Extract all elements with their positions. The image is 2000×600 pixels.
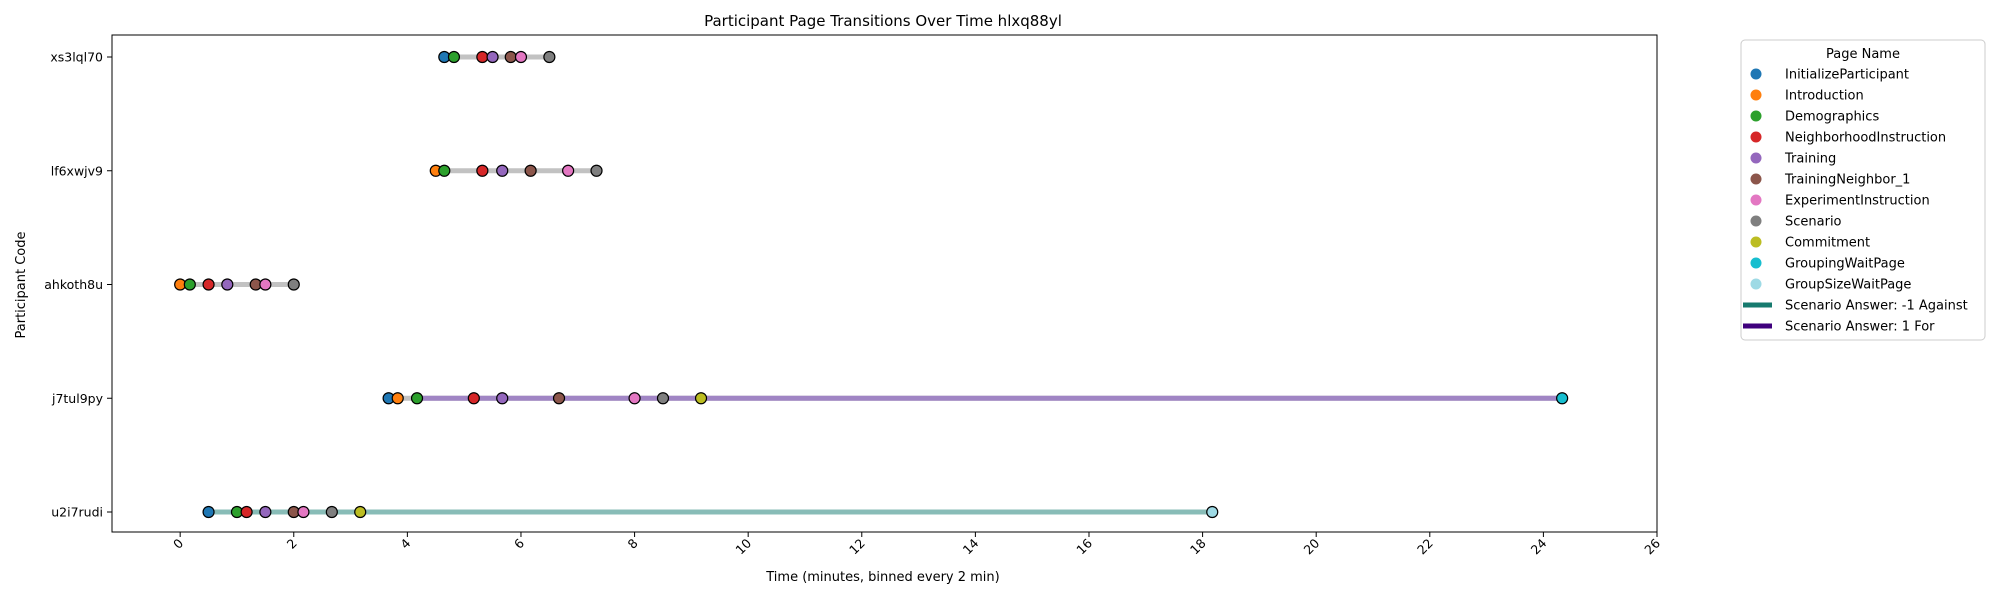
page-transition-point: [287, 278, 300, 291]
legend-marker: [1750, 194, 1762, 206]
legend-marker: [1750, 152, 1762, 164]
x-tick-label: 18: [1187, 535, 1209, 557]
y-axis-label: Participant Code: [14, 231, 29, 338]
y-tick-label: xs3lql70: [50, 50, 103, 65]
legend-label: Scenario Answer: -1 Against: [1785, 299, 1968, 314]
page-transition-point: [259, 505, 272, 519]
legend-label: Scenario: [1785, 215, 1842, 230]
legend-marker: [1750, 173, 1762, 185]
legend-label: ExperimentInstruction: [1785, 194, 1930, 209]
page-transition-point: [656, 392, 670, 405]
legend-label: Training: [1784, 152, 1836, 167]
page-transition-point: [628, 392, 641, 405]
page-transition-point: [1556, 392, 1569, 405]
page-transition-point: [410, 392, 424, 405]
legend-label: GroupingWaitPage: [1785, 257, 1905, 272]
legend-marker: [1750, 257, 1762, 269]
legend-label: InitializeParticipant: [1785, 68, 1909, 83]
page-transition-point: [496, 164, 509, 177]
page-transition-point: [297, 505, 310, 519]
page-transition-point: [476, 50, 489, 64]
page-transition-point: [202, 505, 215, 519]
page-transition-point: [354, 505, 367, 519]
page-transition-point: [447, 50, 461, 64]
x-tick-label: 14: [960, 535, 982, 557]
page-transition-point: [183, 278, 196, 291]
page-transition-point: [514, 50, 528, 64]
x-tick-label: 16: [1073, 535, 1095, 557]
legend-marker: [1750, 215, 1762, 227]
y-tick-label: ahkoth8u: [44, 277, 103, 292]
legend-items: InitializeParticipant Introduction Demogra…: [1743, 68, 1968, 335]
page-transition-point: [221, 278, 234, 291]
legend-marker: [1750, 68, 1762, 80]
x-tick-label: 26: [1641, 535, 1663, 557]
x-axis-label: Time (minutes, binned every 2 min): [765, 570, 999, 585]
legend-label: Scenario Answer: 1 For: [1785, 320, 1935, 335]
page-transition-point: [496, 392, 509, 405]
legend-marker: [1750, 131, 1762, 143]
page-transition-point: [259, 278, 272, 291]
page-transition-point: [240, 505, 253, 519]
x-tick-label: 24: [1528, 535, 1550, 557]
legend-box: [1740, 39, 1986, 341]
page-transition-point: [1206, 505, 1219, 519]
x-tick-label: 22: [1414, 536, 1436, 558]
y-tick-label: j7tul9py: [51, 391, 104, 406]
x-tick-label: 10: [732, 535, 754, 557]
legend-title: Page Name: [1826, 47, 1900, 62]
page-transition-point: [524, 164, 537, 177]
chart-title: Participant Page Transitions Over Time h…: [704, 12, 1062, 30]
legend: Page Name InitializeParticipant Introduct…: [1740, 39, 1986, 341]
y-tick-label: lf6xwjv9: [51, 163, 103, 178]
x-tick-label: 6: [511, 535, 527, 551]
page-transition-point: [391, 392, 404, 405]
x-tick-label: 20: [1300, 535, 1322, 557]
legend-label: GroupSizeWaitPage: [1785, 278, 1911, 293]
legend-marker: [1750, 89, 1762, 101]
x-axis: 0 2 4 6 8 10 12 14 16 18 20 22 24 26: [170, 532, 1663, 557]
page-transition-point: [562, 164, 575, 177]
x-tick-label: 12: [846, 536, 868, 558]
plot-area: [111, 34, 1658, 533]
timeline-points: [174, 50, 1569, 519]
x-tick-label: 0: [170, 535, 186, 551]
y-tick-label: u2i7rudi: [51, 505, 103, 520]
page-transition-point: [486, 50, 499, 64]
page-transition-point: [476, 164, 489, 177]
page-transition-point: [590, 164, 603, 177]
page-transition-point: [552, 392, 566, 405]
timeline-lines: [180, 54, 1563, 515]
legend-label: TrainingNeighbor_1: [1784, 173, 1910, 188]
page-transition-point: [504, 50, 517, 64]
legend-label: Commitment: [1785, 236, 1870, 251]
legend-marker: [1750, 236, 1762, 248]
legend-marker: [1750, 110, 1762, 122]
page-transition-point: [694, 392, 708, 405]
page-transition-point: [438, 164, 451, 177]
y-axis: xs3lql70 lf6xwjv9 ahkoth8u j7tul9py u2i7rudi: [44, 50, 112, 520]
plot-frame: [111, 34, 1658, 533]
page-transition-point: [202, 278, 215, 291]
legend-marker: [1750, 278, 1762, 290]
x-tick-label: 2: [284, 536, 300, 552]
legend-label: NeighborhoodInstruction: [1785, 131, 1946, 146]
legend-label: Demographics: [1785, 110, 1879, 125]
page-transition-point: [543, 50, 556, 64]
legend-label: Introduction: [1785, 89, 1864, 104]
x-tick-label: 4: [397, 535, 413, 551]
page-transition-point: [325, 505, 338, 519]
x-tick-label: 8: [624, 535, 640, 551]
page-transition-point: [467, 392, 480, 405]
